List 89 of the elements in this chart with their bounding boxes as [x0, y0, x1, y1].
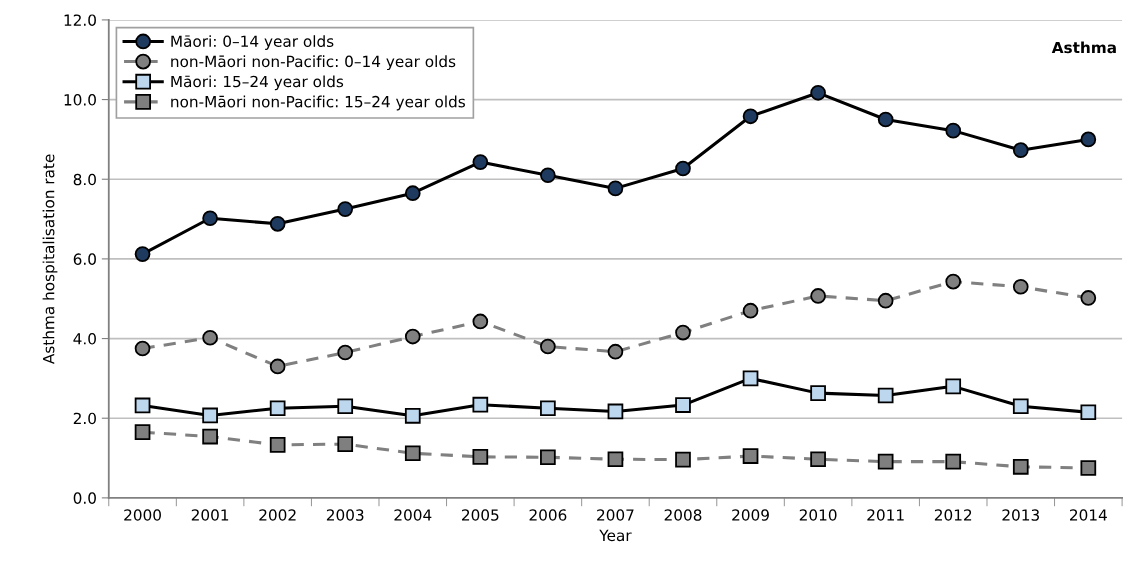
x-tick-label: 2000: [124, 509, 161, 521]
point: [877, 387, 894, 404]
legend-label: non-Māori non-Pacific: 15–24 year olds: [171, 95, 465, 111]
point: [607, 451, 624, 468]
point: [742, 108, 759, 125]
x-tick-label: 2007: [597, 509, 634, 521]
point: [540, 449, 556, 466]
point: [1012, 278, 1029, 295]
legend-label: non-Māori non-Pacific: 0–14 year olds: [171, 55, 456, 71]
point: [134, 397, 151, 414]
point: [337, 398, 354, 415]
point: [472, 313, 489, 330]
point: [337, 201, 354, 217]
point: [945, 453, 962, 470]
point: [810, 451, 826, 468]
x-tick-label: 2010: [799, 509, 837, 521]
point: [877, 453, 894, 470]
x-tick-label: 2002: [259, 509, 296, 521]
point: [675, 451, 691, 468]
point: [742, 302, 759, 319]
y-tick-label: 10.0: [64, 94, 96, 106]
point: [1080, 131, 1097, 148]
x-tick-label: 2011: [867, 509, 904, 521]
point: [269, 358, 286, 375]
point: [1012, 142, 1029, 159]
x-tick-label: 2009: [732, 509, 769, 521]
point: [742, 448, 759, 464]
point: [810, 84, 826, 101]
point: [134, 340, 151, 357]
point: [945, 273, 962, 290]
y-tick-label: 2.0: [73, 412, 96, 425]
point: [134, 246, 151, 262]
x-tick-label: 2012: [934, 509, 972, 521]
point: [1012, 398, 1029, 415]
point: [269, 215, 286, 232]
point: [404, 407, 421, 424]
x-tick-label: 2013: [1002, 509, 1039, 521]
y-tick-label: 0.0: [73, 492, 96, 504]
point: [1080, 460, 1097, 476]
point: [877, 111, 894, 128]
point: [675, 324, 691, 341]
point: [540, 338, 556, 355]
point: [877, 292, 894, 309]
point: [202, 428, 218, 445]
point: [202, 329, 218, 346]
point: [945, 122, 962, 139]
point: [202, 210, 218, 227]
text: Asthma: [1051, 41, 1116, 54]
x-tick-label: 2005: [462, 509, 499, 521]
point: [742, 370, 759, 387]
point: [404, 445, 421, 462]
y-tick-label: 4.0: [73, 333, 96, 345]
point: [404, 185, 421, 202]
point: [1080, 290, 1097, 306]
x-tick-label: 2006: [529, 509, 567, 521]
x-tick-label: 2014: [1070, 509, 1107, 521]
point: [540, 400, 556, 417]
y-tick-label: 12.0: [64, 14, 96, 26]
point: [134, 424, 151, 441]
point: [269, 400, 286, 417]
x-axis-title: Year: [599, 529, 632, 542]
point: [404, 328, 421, 345]
point: [607, 180, 624, 197]
point: [472, 449, 489, 465]
point: [1012, 458, 1029, 475]
point: [472, 154, 489, 170]
point: [810, 385, 826, 401]
point: [337, 436, 354, 452]
point: [1080, 404, 1097, 421]
y-tick-label: 6.0: [73, 253, 96, 265]
point: [202, 407, 218, 424]
point: [337, 344, 354, 361]
point: [607, 343, 624, 360]
point: [675, 160, 691, 177]
point: [472, 396, 489, 413]
y-axis-title: Asthma hospitalisation rate: [42, 154, 58, 364]
x-tick-label: 2001: [191, 509, 229, 521]
legend-label: Māori: 15–24 year olds: [171, 75, 344, 91]
point: [540, 167, 556, 184]
x-tick-label: 2003: [326, 509, 364, 521]
point: [945, 378, 962, 395]
y-tick-label: 8.0: [73, 173, 96, 186]
point: [810, 288, 826, 304]
x-tick-label: 2004: [394, 509, 432, 521]
point: [675, 397, 691, 413]
point: [607, 403, 624, 420]
x-tick-label: 2008: [664, 509, 702, 521]
point: [269, 437, 286, 453]
legend-label: Māori: 0–14 year olds: [171, 35, 334, 50]
